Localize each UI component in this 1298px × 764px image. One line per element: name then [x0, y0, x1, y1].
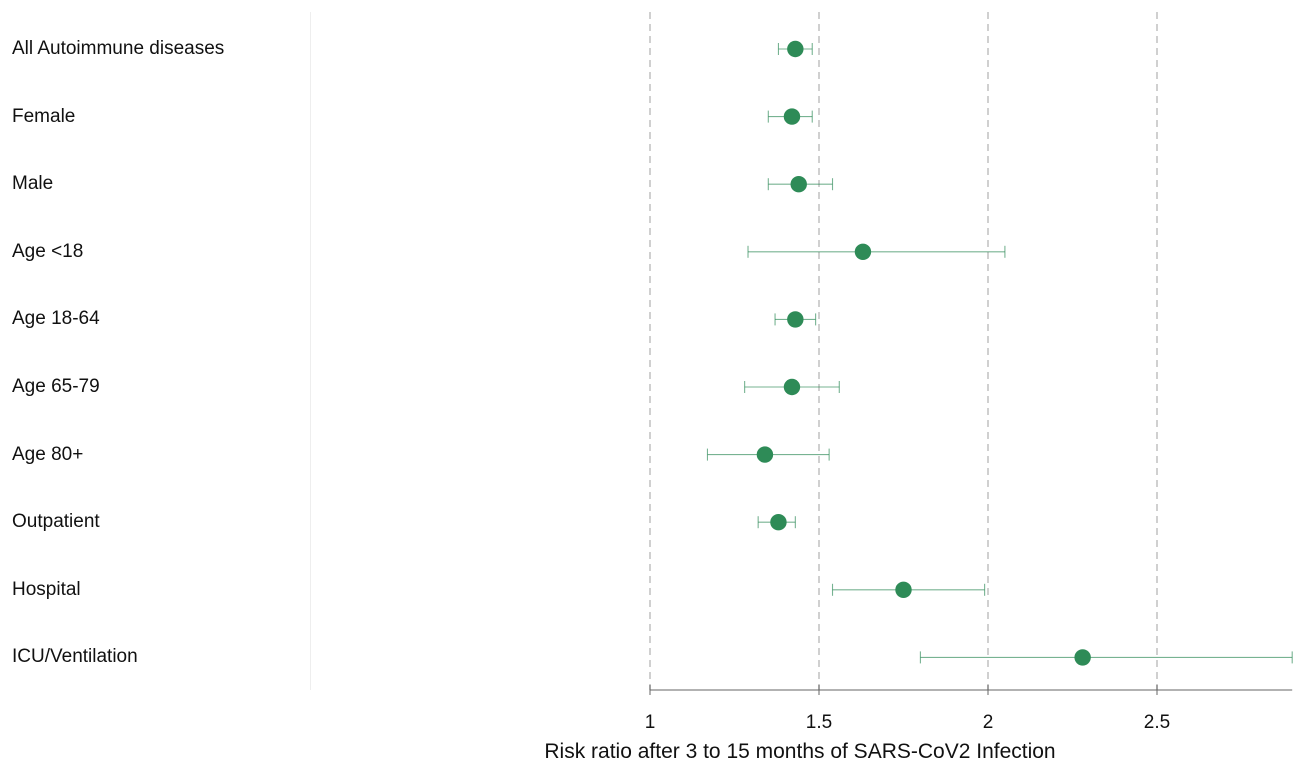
forest-row [757, 514, 796, 531]
plot-marks [706, 40, 1293, 666]
row-label: Female [12, 105, 76, 127]
point-estimate-marker [783, 378, 801, 396]
point-estimate-marker [783, 108, 801, 125]
forest-row [774, 311, 817, 328]
x-axis-label: Risk ratio after 3 to 15 months of SARS-… [544, 740, 1055, 763]
x-tick-label: 1 [645, 712, 656, 733]
forest-row [767, 176, 834, 193]
row-label: Age <18 [12, 240, 84, 262]
point-estimate-marker [787, 40, 804, 58]
row-label: Hospital [12, 578, 81, 600]
x-tick-label: 2.5 [1144, 712, 1170, 733]
point-estimate-marker [770, 514, 787, 531]
forest-row [706, 446, 830, 463]
forest-row [919, 649, 1293, 666]
point-estimate-marker [895, 581, 912, 598]
forest-row [747, 243, 1006, 260]
row-label: Age 65-79 [12, 376, 100, 397]
forest-row [777, 40, 813, 58]
point-estimate-marker [1074, 649, 1091, 666]
row-label: Age 80+ [12, 443, 84, 465]
point-estimate-marker [854, 243, 872, 260]
forest-row [831, 581, 986, 598]
row-label: Age 18-64 [12, 308, 100, 330]
row-label: All Autoimmune diseases [12, 38, 225, 59]
point-estimate-marker [790, 176, 807, 193]
point-estimate-marker [787, 311, 804, 328]
point-estimate-marker [756, 446, 774, 463]
forest-row [744, 378, 840, 396]
x-axis: 1 1.5 2 2.5 [645, 685, 1293, 733]
row-label: Male [12, 173, 54, 195]
row-label: ICU/Ventilation [12, 646, 138, 668]
reference-lines [649, 12, 1158, 690]
row-label: Outpatient [12, 511, 100, 533]
x-tick-label: 2 [983, 712, 994, 733]
panel-divider [310, 12, 311, 690]
forest-row [767, 108, 813, 125]
x-tick-label: 1.5 [806, 712, 832, 733]
